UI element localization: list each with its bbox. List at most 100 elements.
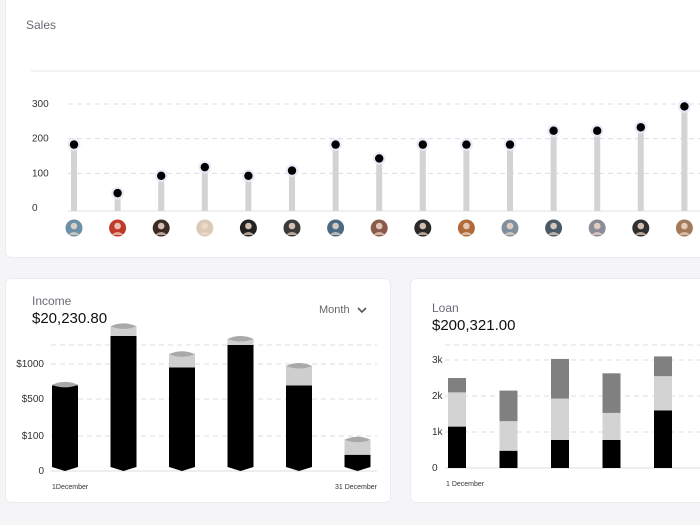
sales-stem (419, 145, 426, 211)
avatar-7 (327, 219, 345, 237)
loan-bar-segment (551, 398, 569, 440)
avatar-shoulders (416, 232, 429, 235)
avatar-14 (632, 219, 650, 237)
avatar-10 (457, 219, 475, 237)
sales-stem (332, 145, 339, 211)
income-x-start-label: 1December (52, 484, 89, 491)
avatar-4 (196, 219, 214, 237)
income-y-tick-label: $500 (22, 394, 45, 405)
sales-point (680, 102, 689, 111)
loan-bar-segment (654, 376, 672, 411)
sales-point (375, 154, 384, 163)
avatar-face (201, 222, 209, 230)
loan-bar-segment (551, 439, 569, 468)
avatar-5 (239, 219, 257, 237)
avatar-shoulders (591, 232, 604, 235)
avatar-shoulders (242, 232, 255, 235)
sales-stem (114, 194, 121, 211)
loan-y-tick-label: 3k (432, 355, 444, 366)
loan-bar-segment (499, 421, 518, 451)
income-amount: $20,230.80 (32, 310, 108, 327)
loan-title: Loan (432, 301, 459, 315)
sales-point (287, 166, 297, 175)
income-bar (344, 454, 371, 471)
sales-y-tick-label: 200 (32, 134, 49, 145)
sales-point (331, 140, 340, 149)
avatar-1 (65, 219, 83, 237)
period-select[interactable]: Month (319, 304, 367, 316)
loan-chart: 3k 2k 1k 0 1 December (432, 344, 700, 488)
sales-stem (245, 176, 252, 211)
loan-bar-segment (654, 410, 672, 468)
loan-y-tick-label: 1k (432, 427, 444, 438)
avatar-shoulders (460, 232, 473, 235)
sales-y-tick-label: 300 (32, 99, 49, 110)
income-card: Income $20,230.80 Month $1000 $500 $100 0 1D… (5, 278, 391, 503)
avatar-face (245, 222, 252, 230)
sales-y-tick-label: 100 (32, 168, 49, 179)
avatar-shoulders (111, 232, 124, 235)
loan-bar-segment (448, 426, 466, 468)
income-bar (169, 367, 195, 471)
sales-point (593, 126, 602, 135)
sales-stem (289, 171, 295, 211)
sales-point (549, 126, 558, 135)
loan-bar-segment (499, 390, 518, 422)
avatar-15 (675, 219, 693, 237)
loan-x-start-label: 1 December (446, 481, 485, 488)
income-bar (110, 336, 137, 471)
period-select-label: Month (319, 304, 350, 316)
avatar-face (593, 222, 601, 230)
sales-y-tick-label: 0 (32, 203, 38, 214)
avatar-face (419, 222, 427, 230)
avatar-shoulders (286, 232, 298, 235)
avatar-face (288, 222, 296, 230)
avatar-face (506, 222, 514, 230)
avatar-face (637, 222, 645, 230)
income-bar (286, 385, 312, 471)
sales-stem (594, 131, 601, 211)
sales-point (200, 162, 209, 172)
income-x-end-label: 31 December (335, 484, 378, 491)
loan-bar-segment (654, 356, 672, 377)
avatar-face (157, 222, 165, 230)
income-bar (52, 385, 78, 471)
income-bar (227, 345, 254, 471)
sales-point (244, 171, 253, 180)
avatar-face (681, 222, 688, 230)
income-bar-cap-top (169, 351, 195, 357)
loan-bar-segment (602, 373, 621, 413)
avatar-face (375, 222, 383, 230)
income-bar-cap-top (52, 381, 78, 388)
sales-stem (681, 107, 688, 211)
sales-point (636, 123, 645, 132)
sales-stem (550, 131, 557, 211)
sales-point (157, 171, 166, 180)
sales-chart: 300 200 100 0 (31, 70, 700, 237)
sales-stem (637, 128, 644, 211)
avatar-6 (283, 219, 301, 237)
avatar-face (114, 222, 121, 230)
sales-stem (158, 176, 165, 211)
loan-amount: $200,321.00 (432, 317, 516, 334)
income-bar-cap-top (227, 336, 254, 342)
loan-bar-segment (499, 450, 518, 468)
income-bar-cap-top (286, 363, 312, 369)
income-bar-cap-top (344, 436, 371, 443)
avatar-shoulders (373, 232, 386, 235)
avatar-face (463, 222, 470, 230)
loan-bar-segment (448, 392, 466, 427)
avatar-2 (109, 219, 127, 237)
avatar-shoulders (329, 232, 342, 235)
loan-y-tick-label: 0 (432, 463, 438, 474)
avatar-12 (545, 219, 563, 237)
avatar-shoulders (504, 232, 516, 235)
income-title: Income (32, 294, 72, 308)
avatar-9 (414, 219, 432, 237)
sales-stem (463, 145, 470, 211)
sales-stem (376, 159, 383, 211)
income-bar-cap (286, 363, 312, 386)
sales-title: Sales (26, 18, 57, 32)
sales-card: Sales 300 200 100 0 (5, 0, 700, 258)
sales-point (462, 140, 471, 149)
